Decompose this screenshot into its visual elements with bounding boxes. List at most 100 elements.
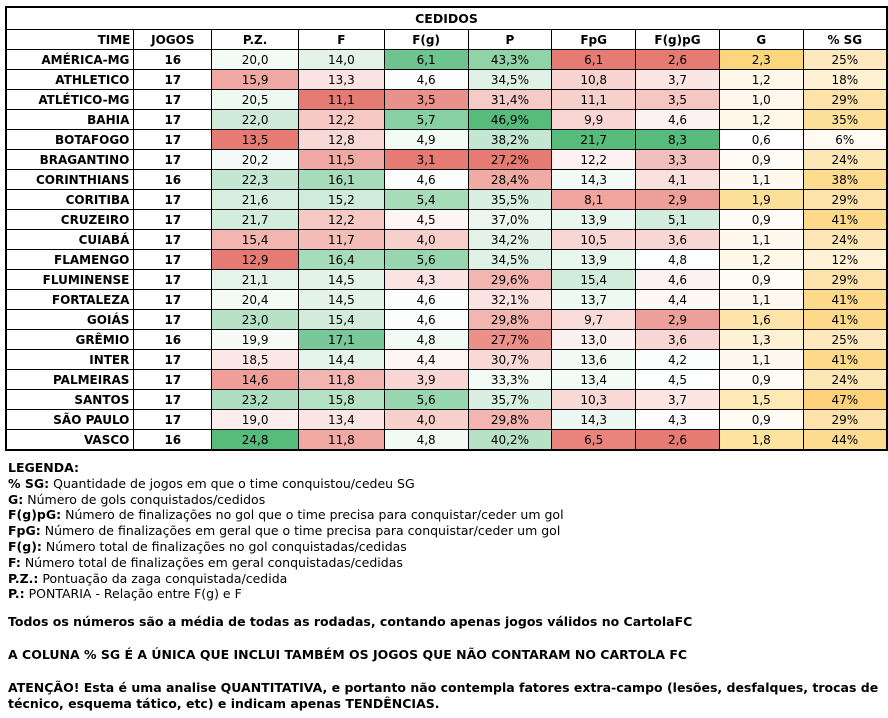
table-cell: 12,9 (211, 249, 299, 270)
table-row: CUIABÁ 17 15,4 11,7 4,0 34,2% 10,5 3,6 1,1 24% (5, 229, 888, 250)
team-name: ATLÉTICO-MG (5, 89, 135, 110)
table-cell: 14,5 (297, 269, 385, 290)
team-name: CRUZEIRO (5, 209, 135, 230)
table-cell: 14,0 (297, 49, 385, 70)
column-header: % SG (802, 29, 888, 50)
table-cell: 5,7 (383, 109, 469, 130)
team-name: SÃO PAULO (5, 409, 135, 430)
table-cell: 27,7% (467, 329, 553, 350)
table-cell: 13,7 (551, 289, 637, 310)
table-cell: 17 (133, 189, 213, 210)
table-cell: 17 (133, 249, 213, 270)
table-cell: 12% (802, 249, 888, 270)
legend: LEGENDA: % SG: Quantidade de jogos em qu… (8, 460, 884, 713)
table-cell: 2,3 (718, 49, 804, 70)
table-cell: 17 (133, 309, 213, 330)
table-cell: 11,8 (297, 429, 385, 451)
table-cell: 4,6 (383, 289, 469, 310)
table-cell: 17 (133, 229, 213, 250)
table-cell: 29,8% (467, 409, 553, 430)
table-cell: 17 (133, 289, 213, 310)
table-cell: 17 (133, 149, 213, 170)
legend-desc: Número de finalizações no gol que o time… (61, 507, 564, 523)
team-name: FLAMENGO (5, 249, 135, 270)
table-cell: 1,9 (718, 189, 804, 210)
stats-table: CEDIDOS TIME JOGOS P.Z. F F(g) P FpG F(g)pG G% S… (5, 6, 888, 451)
table-row: BAHIA 17 22,0 12,2 5,7 46,9% 9,9 4,6 1,2 35% (5, 109, 888, 130)
table-cell: 0,9 (718, 209, 804, 230)
table-cell: 18% (802, 69, 888, 90)
table-cell: 9,9 (551, 109, 637, 130)
table-cell: 41% (802, 209, 888, 230)
table-cell: 3,6 (635, 229, 720, 250)
table-cell: 3,9 (383, 369, 469, 390)
table-cell: 4,6 (635, 109, 720, 130)
header-row: TIME JOGOS P.Z. F F(g) P FpG F(g)pG G% SG (5, 29, 888, 50)
table-cell: 6,5 (551, 429, 637, 451)
table-cell: 17 (133, 89, 213, 110)
table-row: CORINTHIANS 16 22,3 16,1 4,6 28,4% 14,3 4,1 1,1 3… (5, 169, 888, 190)
table-cell: 15,8 (297, 389, 385, 410)
table-cell: 1,5 (718, 389, 804, 410)
legend-warning: ATENÇÃO! Esta é uma analise QUANTITATIVA… (8, 679, 879, 712)
team-name: CORINTHIANS (5, 169, 135, 190)
table-cell: 20,5 (211, 89, 299, 110)
table-row: AMÉRICA-MG 16 20,0 14,0 6,1 43,3% 6,1 2,6 2,3 25% (5, 49, 888, 70)
team-name: ATHLETICO (5, 69, 135, 90)
table-row: BOTAFOGO 17 13,5 12,8 4,9 38,2% 21,7 8,3 0,6 6% (5, 129, 888, 150)
table-cell: 15,9 (211, 69, 299, 90)
table-row: GOIÁS 17 23,0 15,4 4,6 29,8% 9,7 2,9 1,6 41% (5, 309, 888, 330)
table-cell: 17 (133, 69, 213, 90)
table-cell: 2,6 (635, 429, 720, 451)
table-cell: 17 (133, 389, 213, 410)
table-cell: 8,1 (551, 189, 637, 210)
table-cell: 20,0 (211, 49, 299, 70)
table-cell: 1,1 (718, 229, 804, 250)
team-name: VASCO (5, 429, 135, 451)
table-cell: 10,3 (551, 389, 637, 410)
table-cell: 47% (802, 389, 888, 410)
table-cell: 4,5 (635, 369, 720, 390)
table-cell: 9,7 (551, 309, 637, 330)
table-cell: 13,0 (551, 329, 637, 350)
table-cell: 17,1 (297, 329, 385, 350)
table-cell: 38,2% (467, 129, 553, 150)
table-row: SÃO PAULO 17 19,0 13,4 4,0 29,8% 14,3 4,3 0,9 29% (5, 409, 888, 430)
table-cell: 11,1 (551, 89, 637, 110)
table-cell: 3,7 (635, 69, 720, 90)
table-cell: 12,8 (297, 129, 385, 150)
table-cell: 19,0 (211, 409, 299, 430)
team-name: FORTALEZA (5, 289, 135, 310)
table-cell: 22,3 (211, 169, 299, 190)
team-name: GRÊMIO (5, 329, 135, 350)
table-cell: 24% (802, 229, 888, 250)
table-cell: 12,2 (297, 209, 385, 230)
table-cell: 21,6 (211, 189, 299, 210)
table-cell: 16,4 (297, 249, 385, 270)
table-cell: 29% (802, 189, 888, 210)
legend-desc: Número total de finalizações no gol conq… (41, 538, 407, 554)
column-header: G (718, 29, 804, 50)
table-cell: 8,3 (635, 129, 720, 150)
table-cell: 24,8 (211, 429, 299, 451)
table-cell: 13,6 (551, 349, 637, 370)
table-cell: 6,1 (383, 49, 469, 70)
table-cell: 4,3 (383, 269, 469, 290)
legend-desc: Quantidade de jogos em que o time conqui… (49, 475, 415, 491)
table-cell: 34,2% (467, 229, 553, 250)
table-cell: 4,5 (383, 209, 469, 230)
table-row: ATHLETICO 17 15,9 13,3 4,6 34,5% 10,8 3,7 1,2 18% (5, 69, 888, 90)
table-cell: 15,4 (211, 229, 299, 250)
table-cell: 2,6 (635, 49, 720, 70)
column-header: P (467, 29, 553, 50)
table-cell: 4,3 (635, 409, 720, 430)
table-cell: 4,6 (383, 309, 469, 330)
table-cell: 13,3 (297, 69, 385, 90)
legend-item: % SG: Quantidade de jogos em que o time … (8, 476, 884, 492)
table-cell: 1,3 (718, 329, 804, 350)
legend-items: % SG: Quantidade de jogos em que o time … (8, 476, 884, 602)
team-name: BRAGANTINO (5, 149, 135, 170)
legend-term: P.Z.: (8, 570, 39, 586)
table-cell: 14,3 (551, 409, 637, 430)
table-cell: 24% (802, 149, 888, 170)
